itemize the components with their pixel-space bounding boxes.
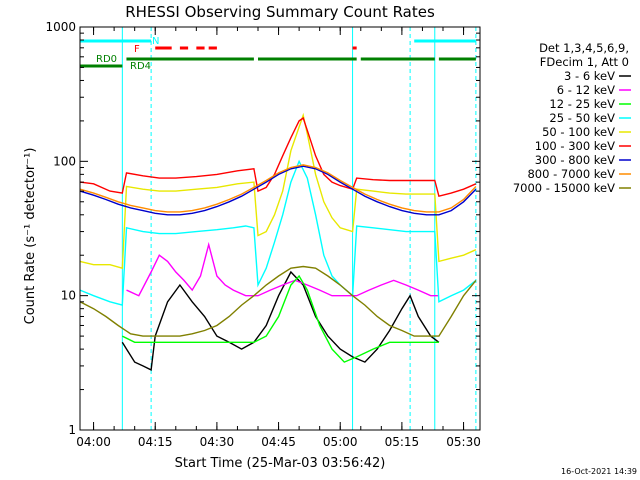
y-axis-label: Count Rate (s⁻¹ detector⁻¹): [23, 148, 38, 325]
timestamp-footer: 16-Oct-2021 14:39: [561, 467, 637, 476]
legend-entry-label: 300 - 800 keV: [535, 153, 615, 167]
legend-entry-label: 3 - 6 keV: [564, 69, 615, 83]
x-tick-label: 05:30: [446, 435, 481, 449]
series-line-3: [79, 159, 477, 306]
series-line-8: [79, 265, 477, 337]
plot-frame: [79, 26, 481, 431]
legend-entry-label: 50 - 100 keV: [542, 125, 615, 139]
legend: Det 1,3,4,5,6,9,FDecim 1, Att 03 - 6 keV…: [513, 41, 631, 195]
legend-header-line: Det 1,3,4,5,6,9,: [539, 41, 629, 55]
series-line-0: [121, 270, 440, 371]
series-layer: [79, 112, 477, 371]
series-line-7: [79, 164, 477, 213]
y-axis-ticks: 1 10 100 1000: [45, 20, 480, 437]
series-line-6: [79, 165, 477, 216]
legend-entry-label: 7000 - 15000 keV: [513, 181, 615, 195]
x-tick-label: 04:00: [76, 435, 111, 449]
saa-flag-label: N: [152, 36, 159, 47]
y-tick-label: 1000: [45, 20, 76, 34]
flag-bars: N F RD0 RD4: [80, 36, 476, 72]
legend-header-line: FDecim 1, Att 0: [540, 55, 629, 69]
rd4-flag-label: RD4: [130, 61, 151, 72]
flare-flag-label: F: [134, 44, 140, 55]
x-tick-label: 04:15: [138, 435, 173, 449]
x-tick-label: 04:30: [200, 435, 235, 449]
series-line-5: [79, 116, 477, 198]
legend-entry-label: 25 - 50 keV: [549, 111, 615, 125]
night-boundary-lines: [121, 27, 477, 430]
series-line-1: [126, 241, 439, 297]
y-axis-label-text: Count Rate (s⁻¹ detector⁻¹): [23, 148, 38, 325]
legend-entry-label: 800 - 7000 keV: [527, 167, 615, 181]
y-tick-label: 1: [68, 423, 76, 437]
legend-entry-label: 12 - 25 keV: [549, 97, 615, 111]
chart-title: RHESSI Observing Summary Count Rates: [125, 3, 435, 21]
x-tick-label: 04:45: [261, 435, 296, 449]
legend-entry-label: 6 - 12 keV: [557, 83, 615, 97]
x-tick-label: 05:00: [323, 435, 358, 449]
legend-entry-label: 100 - 300 keV: [535, 139, 615, 153]
y-tick-label: 100: [53, 154, 76, 168]
y-tick-label: 10: [61, 289, 76, 303]
x-axis-ticks: 04:00 04:15 04:30 04:45 05:00 05:15 05:30: [76, 27, 481, 449]
series-line-2: [121, 274, 439, 363]
rd0-flag-label: RD0: [96, 54, 117, 65]
series-line-4: [79, 112, 477, 270]
x-axis-label: Start Time (25-Mar-03 03:56:42): [175, 456, 386, 471]
x-tick-label: 05:15: [385, 435, 420, 449]
